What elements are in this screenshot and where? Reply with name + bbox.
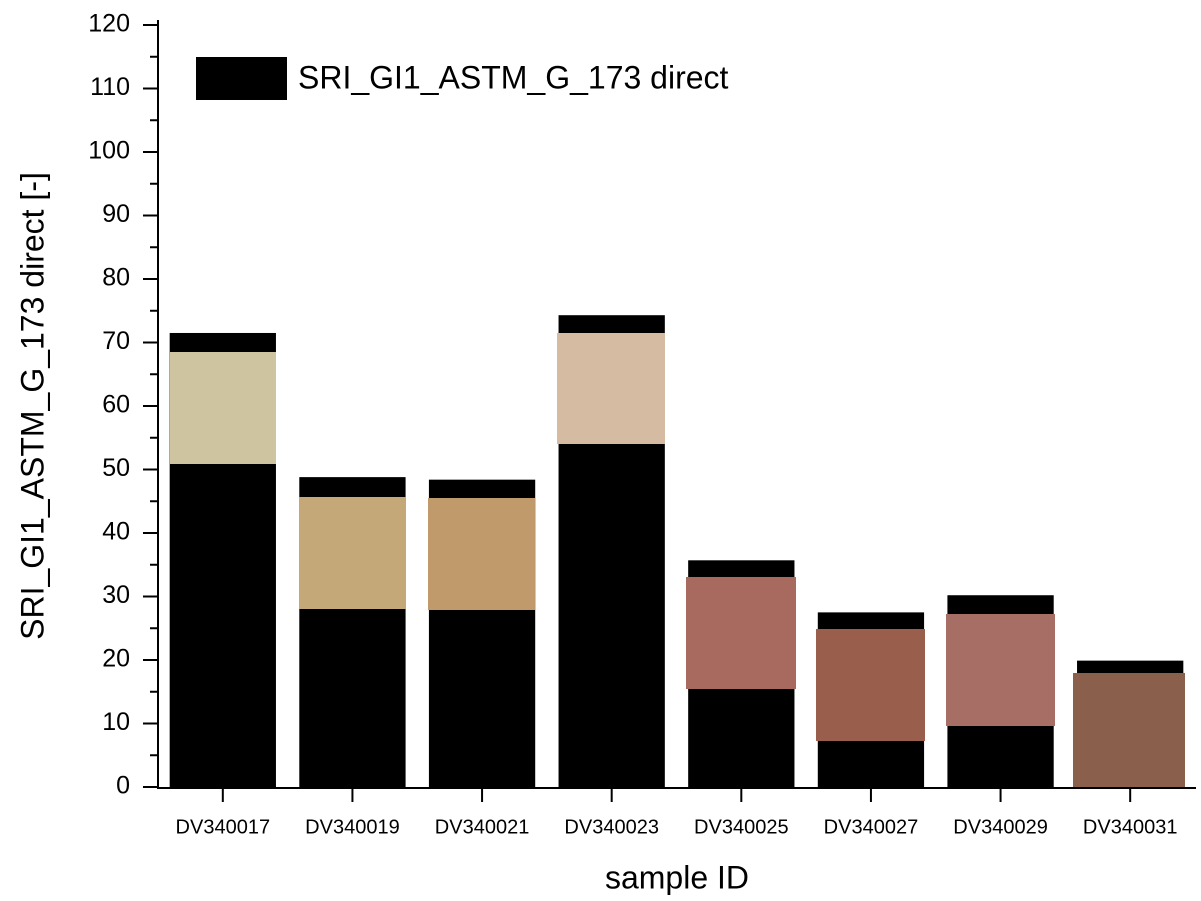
sample-swatch bbox=[1073, 673, 1185, 787]
sample-swatch bbox=[816, 629, 925, 741]
y-tick-label: 120 bbox=[88, 10, 130, 38]
sample-swatch bbox=[557, 333, 665, 444]
x-tick-label: DV340031 bbox=[1083, 816, 1178, 838]
sample-swatch bbox=[686, 577, 796, 689]
legend-label: SRI_GI1_ASTM_G_173 direct bbox=[298, 59, 729, 95]
y-tick-label: 90 bbox=[102, 200, 130, 228]
x-tick-label: DV340023 bbox=[564, 816, 659, 838]
x-tick-label: DV340025 bbox=[694, 816, 789, 838]
y-tick-label: 80 bbox=[102, 264, 130, 292]
x-tick-label: DV340019 bbox=[305, 816, 400, 838]
y-tick-label: 60 bbox=[102, 391, 130, 419]
sample-swatch bbox=[428, 498, 535, 610]
y-tick-label: 30 bbox=[102, 581, 130, 609]
y-tick-label: 70 bbox=[102, 327, 130, 355]
x-tick-label: DV340027 bbox=[824, 816, 919, 838]
y-axis-title: SRI_GI1_ASTM_G_173 direct [-] bbox=[14, 172, 50, 640]
sample-swatch bbox=[170, 352, 276, 464]
legend-swatch bbox=[196, 57, 287, 100]
y-tick-label: 0 bbox=[116, 772, 130, 800]
y-tick-label: 40 bbox=[102, 518, 130, 546]
y-tick-label: 20 bbox=[102, 645, 130, 673]
y-tick-label: 100 bbox=[88, 137, 130, 165]
y-tick-label: 110 bbox=[90, 73, 130, 101]
y-tick-label: 50 bbox=[102, 454, 130, 482]
x-axis-title: sample ID bbox=[605, 859, 749, 895]
x-tick-label: DV340017 bbox=[176, 816, 271, 838]
y-tick-label: 10 bbox=[102, 708, 130, 736]
x-tick-label: DV340021 bbox=[435, 816, 530, 838]
legend: SRI_GI1_ASTM_G_173 direct bbox=[196, 57, 729, 100]
sample-swatch bbox=[299, 497, 406, 609]
x-tick-label: DV340029 bbox=[953, 816, 1048, 838]
sample-swatch bbox=[946, 614, 1055, 726]
chart: SRI_GI1_ASTM_G_173 direct [-] sample ID … bbox=[0, 0, 1201, 901]
